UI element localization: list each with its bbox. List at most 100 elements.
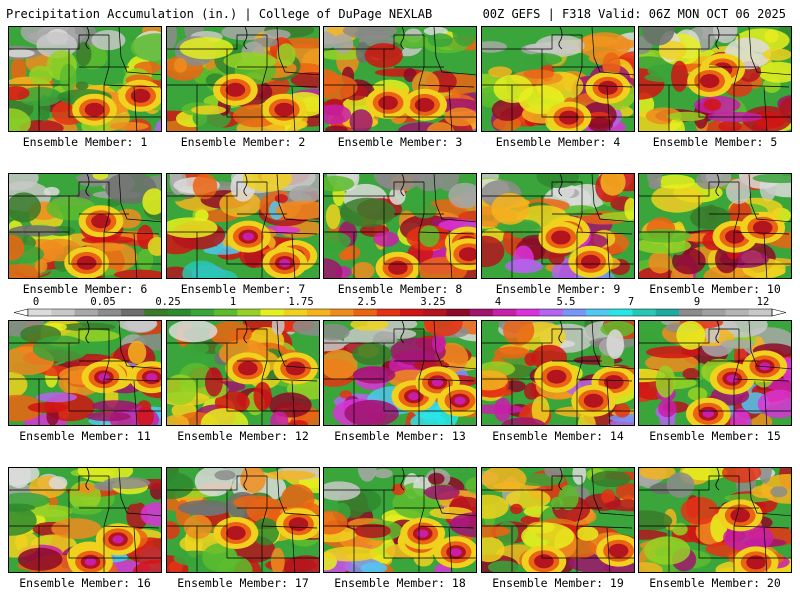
- precip-blob: [600, 321, 634, 337]
- precip-core: [699, 74, 720, 88]
- precip-core: [279, 259, 291, 267]
- state-border: [9, 181, 109, 197]
- precip-blob: [524, 53, 562, 66]
- precip-blob: [154, 119, 161, 131]
- state-border: [291, 86, 296, 131]
- colorbar-left-arrow: [13, 308, 29, 317]
- precip-blob: [671, 60, 688, 92]
- state-border: [763, 86, 768, 131]
- state-border: [276, 468, 319, 517]
- precip-blob: [389, 187, 406, 205]
- precip-field-5: [639, 27, 791, 131]
- precip-blob: [76, 41, 92, 67]
- precip-blob: [482, 235, 505, 268]
- state-border: [448, 86, 453, 131]
- precip-blob: [482, 494, 509, 519]
- precip-blob: [9, 49, 35, 58]
- precip-blob: [482, 468, 527, 493]
- colorbar-tick-label: 0.25: [155, 296, 181, 308]
- state-border: [324, 328, 424, 344]
- ensemble-member-label: Ensemble Member: 2: [180, 135, 306, 149]
- river-line: [715, 321, 720, 344]
- precip-core: [702, 409, 714, 418]
- precip-core: [608, 543, 629, 558]
- precip-blob: [762, 48, 791, 61]
- ensemble-member-label: Ensemble Member: 11: [19, 429, 151, 443]
- state-border: [276, 174, 319, 223]
- precip-field-10: [639, 174, 791, 278]
- state-border: [576, 35, 633, 88]
- state-border: [103, 476, 160, 529]
- colorbar-segment: [679, 309, 703, 316]
- river-line: [400, 174, 405, 197]
- state-border: [133, 527, 138, 572]
- river-line: [243, 174, 248, 197]
- precip-field-14: [482, 321, 634, 425]
- precip-blob: [338, 250, 353, 261]
- precip-blob: [418, 225, 440, 247]
- state-border: [639, 34, 739, 50]
- precip-core: [583, 393, 604, 408]
- precip-blob: [214, 470, 236, 481]
- precip-blob: [324, 104, 352, 125]
- precip-blob: [9, 174, 39, 191]
- state-border: [639, 181, 739, 197]
- precip-blob: [482, 524, 511, 538]
- ensemble-map-20: [638, 467, 792, 573]
- state-border: [748, 321, 791, 370]
- precip-field-11: [9, 321, 161, 425]
- precip-blob: [9, 225, 63, 237]
- state-border: [167, 34, 267, 50]
- precip-blob: [51, 518, 102, 539]
- precip-blob: [261, 29, 291, 40]
- precip-field-18: [324, 468, 476, 572]
- colorbar-tick-label: 0.05: [90, 296, 116, 308]
- state-border: [261, 476, 318, 529]
- precip-blob: [81, 235, 135, 245]
- state-border: [9, 475, 109, 491]
- state-border: [763, 380, 768, 425]
- precip-blob: [658, 399, 677, 418]
- colorbar-segment: [702, 309, 726, 316]
- state-border: [606, 380, 611, 425]
- precip-blob: [147, 237, 161, 256]
- precip-blob: [510, 503, 523, 515]
- precip-blob: [658, 41, 687, 60]
- ensemble-map-1: [8, 26, 162, 132]
- colorbar-tick-label: 1.75: [288, 296, 314, 308]
- state-border: [591, 174, 634, 223]
- ensemble-member-label: Ensemble Member: 8: [337, 282, 463, 296]
- river-line: [558, 468, 563, 491]
- colorbar-tick-label: 2.5: [357, 296, 377, 308]
- river-line: [85, 174, 90, 197]
- precip-field-4: [482, 27, 634, 131]
- precip-blob: [324, 230, 351, 252]
- state-border: [118, 468, 161, 517]
- precip-blob: [354, 523, 391, 539]
- precip-blob: [242, 174, 292, 192]
- precip-blob: [9, 234, 25, 261]
- colorbar-segment: [260, 309, 285, 316]
- precip-blob: [722, 468, 762, 483]
- state-border: [748, 27, 791, 76]
- state-border: [103, 35, 160, 88]
- ensemble-map-17: [166, 467, 320, 573]
- precip-blob: [167, 414, 190, 425]
- precip-blob: [9, 371, 28, 398]
- colorbar-segment: [446, 309, 471, 316]
- precip-blob: [191, 105, 227, 115]
- precip-blob: [270, 410, 289, 425]
- precip-blob: [174, 57, 187, 73]
- precip-blob: [275, 200, 319, 220]
- precip-blob: [648, 179, 662, 190]
- precip-blob: [639, 468, 676, 480]
- state-border: [639, 475, 739, 491]
- precip-blob: [614, 403, 631, 418]
- ensemble-member-label: Ensemble Member: 19: [492, 576, 624, 590]
- precip-blob: [426, 122, 455, 131]
- precip-blob: [43, 186, 60, 197]
- precip-blob: [17, 547, 63, 571]
- colorbar-tick-label: 5.5: [556, 296, 576, 308]
- precip-blob: [360, 562, 388, 572]
- ensemble-map-16: [8, 467, 162, 573]
